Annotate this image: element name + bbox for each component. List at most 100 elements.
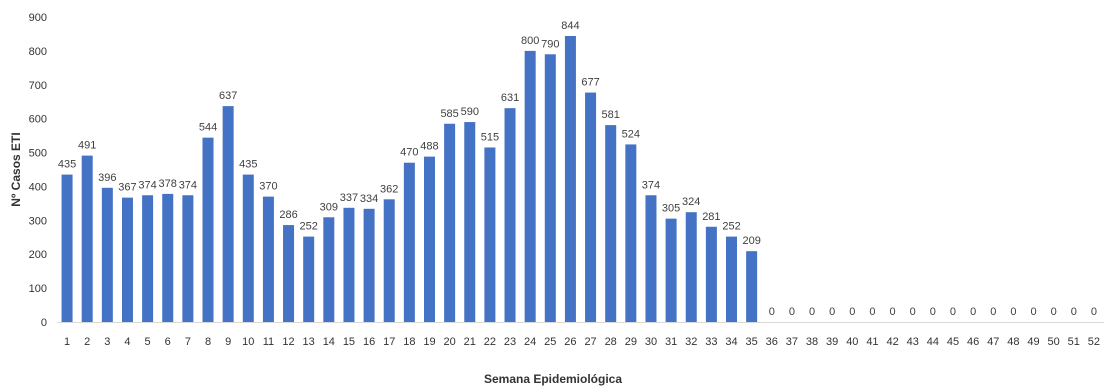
x-tick-label: 20 <box>444 336 456 348</box>
bar <box>746 251 758 322</box>
x-tick-label: 34 <box>725 336 737 348</box>
x-tick-label: 25 <box>544 336 556 348</box>
x-tick-label: 38 <box>806 336 818 348</box>
data-label: 0 <box>1030 306 1036 318</box>
x-tick-label: 7 <box>185 336 191 348</box>
x-tick-label: 10 <box>242 336 254 348</box>
x-tick-label: 15 <box>343 336 355 348</box>
x-axis-ticks: 1 2 3 4 5 6 7 8 9 10 11 12 13 14 15 16 17 18 19 20 21 22 23 24 2… <box>64 336 1100 348</box>
bar <box>383 199 395 322</box>
data-label: 0 <box>789 306 795 318</box>
data-label: 491 <box>78 140 96 152</box>
y-axis-ticks: 0 100 200 300 400 500 600 700 800 900 <box>29 12 47 329</box>
x-tick-label: 5 <box>145 336 151 348</box>
data-label: 0 <box>950 306 956 318</box>
data-label: 524 <box>622 128 640 140</box>
bar <box>363 208 375 322</box>
bar <box>202 137 214 322</box>
data-label: 362 <box>380 183 398 195</box>
y-tick-label: 500 <box>29 148 47 160</box>
bar <box>665 218 677 322</box>
data-label: 324 <box>682 196 700 208</box>
data-label: 309 <box>320 201 338 213</box>
bar <box>705 226 717 322</box>
x-tick-label: 17 <box>383 336 395 348</box>
bar <box>423 156 435 322</box>
bar <box>544 54 556 323</box>
x-tick-label: 36 <box>766 336 778 348</box>
bar <box>222 106 234 322</box>
x-tick-label: 31 <box>665 336 677 348</box>
bar <box>504 108 516 323</box>
data-label: 0 <box>930 306 936 318</box>
y-tick-label: 900 <box>29 12 47 24</box>
y-tick-label: 700 <box>29 80 47 92</box>
x-tick-label: 42 <box>886 336 898 348</box>
data-label: 677 <box>581 77 599 89</box>
data-label: 844 <box>561 20 579 32</box>
x-tick-label: 43 <box>907 336 919 348</box>
bar <box>242 174 254 322</box>
data-label: 0 <box>970 306 976 318</box>
data-label: 435 <box>58 159 76 171</box>
x-tick-label: 30 <box>645 336 657 348</box>
bar <box>685 212 697 322</box>
data-label: 0 <box>1010 306 1016 318</box>
x-tick-label: 26 <box>564 336 576 348</box>
data-label: 367 <box>118 182 136 194</box>
x-tick-label: 33 <box>705 336 717 348</box>
data-label: 374 <box>138 179 156 191</box>
data-label: 370 <box>259 181 277 193</box>
bar <box>262 196 274 322</box>
y-tick-label: 100 <box>29 283 47 295</box>
data-label: 305 <box>662 203 680 215</box>
bar <box>524 50 536 323</box>
x-tick-label: 50 <box>1048 336 1060 348</box>
bar <box>121 197 133 322</box>
x-tick-label: 11 <box>263 336 274 348</box>
data-label: 337 <box>340 192 358 204</box>
bar <box>605 125 617 322</box>
bar <box>403 162 415 322</box>
bar <box>726 236 738 322</box>
data-label: 0 <box>869 306 875 318</box>
data-label: 334 <box>360 193 378 205</box>
x-tick-label: 3 <box>104 336 110 348</box>
x-tick-label: 28 <box>605 336 617 348</box>
x-tick-label: 9 <box>225 336 231 348</box>
data-label: 396 <box>98 172 116 184</box>
bar <box>162 193 174 322</box>
data-label: 631 <box>501 92 519 104</box>
y-tick-label: 300 <box>29 215 47 227</box>
data-label: 637 <box>219 90 237 102</box>
y-tick-label: 600 <box>29 114 47 126</box>
x-tick-label: 44 <box>927 336 939 348</box>
x-tick-label: 22 <box>484 336 496 348</box>
x-tick-label: 37 <box>786 336 798 348</box>
y-axis-title: Nº Casos ETI <box>9 132 23 206</box>
x-tick-label: 8 <box>205 336 211 348</box>
x-tick-label: 48 <box>1007 336 1019 348</box>
data-label: 590 <box>461 106 479 118</box>
x-tick-label: 24 <box>524 336 536 348</box>
data-label: 0 <box>809 306 815 318</box>
bar <box>625 144 637 322</box>
bar <box>645 195 657 322</box>
data-label: 374 <box>642 179 660 191</box>
bar <box>81 155 93 322</box>
data-label: 281 <box>702 211 720 223</box>
x-tick-label: 46 <box>967 336 979 348</box>
x-tick-label: 19 <box>423 336 435 348</box>
x-tick-label: 32 <box>685 336 697 348</box>
x-tick-label: 6 <box>165 336 171 348</box>
bar <box>444 123 456 322</box>
x-tick-label: 4 <box>124 336 130 348</box>
data-label: 470 <box>400 147 418 159</box>
x-tick-label: 40 <box>846 336 858 348</box>
x-tick-label: 51 <box>1068 336 1080 348</box>
data-label: 0 <box>990 306 996 318</box>
x-tick-label: 14 <box>323 336 335 348</box>
